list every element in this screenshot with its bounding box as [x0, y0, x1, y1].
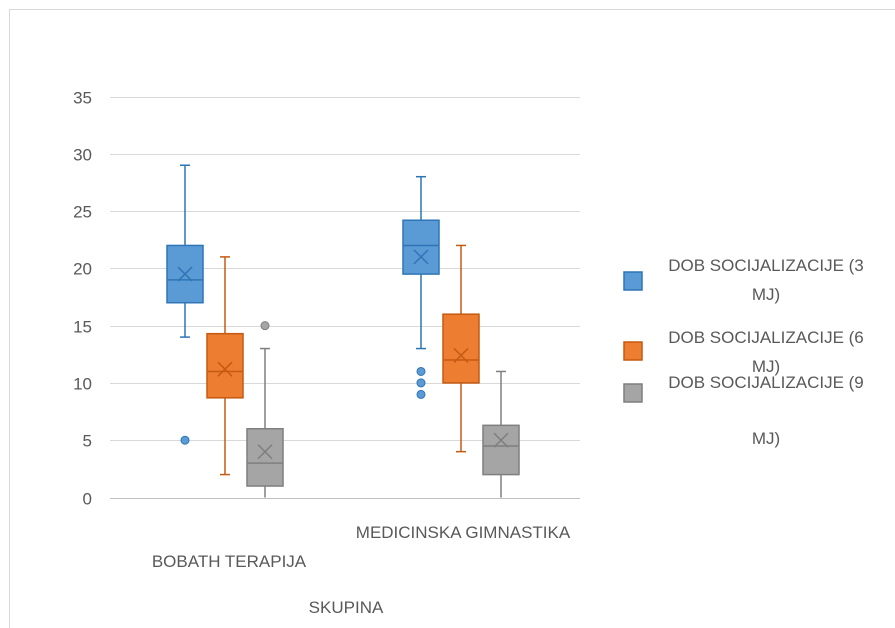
y-axis-ticks: 0 5 10 15 20 25 30 35	[73, 89, 92, 509]
y-tick-label: 10	[73, 375, 92, 394]
x-axis-title: SKUPINA	[309, 598, 384, 617]
outlier-point	[180, 435, 190, 445]
box-series-0-category-0	[166, 164, 204, 445]
box-series-1-category-1	[442, 244, 480, 453]
box-iqr	[206, 332, 244, 399]
box-series-2-category-1	[482, 370, 520, 498]
box-series-0-category-1	[402, 175, 440, 399]
legend-label-6mj-line1: DOB SOCIJALIZACIJE (6	[668, 328, 864, 347]
mean-marker	[217, 361, 233, 377]
outlier-point	[260, 321, 270, 331]
mean-marker	[413, 249, 429, 265]
y-tick-label: 35	[73, 89, 92, 108]
legend-label-9mj-line2: MJ)	[752, 429, 780, 448]
box-series-1-category-0	[206, 256, 244, 476]
legend-label-6mj-line2: MJ)	[752, 357, 780, 376]
legend-label-9mj-line1: DOB SOCIJALIZACIJE (9	[668, 373, 864, 392]
box-iqr	[482, 424, 520, 476]
box-series-2-category-0	[246, 321, 284, 498]
mean-marker	[493, 432, 509, 448]
outlier-point	[416, 389, 426, 399]
legend-swatch-3mj	[623, 271, 643, 291]
x-axis-category-labels: BOBATH TERAPIJA MEDICINSKA GIMNASTIKA	[152, 523, 571, 571]
outlier-point	[416, 378, 426, 388]
y-tick-label: 20	[73, 260, 92, 279]
legend-item-3mj: DOB SOCIJALIZACIJE (3 MJ)	[623, 256, 864, 304]
legend-label-3mj-line2: MJ)	[752, 285, 780, 304]
legend-item-6mj: DOB SOCIJALIZACIJE (6 MJ)	[623, 328, 864, 376]
box-plot-series	[166, 164, 520, 498]
legend-swatch-9mj	[623, 383, 643, 403]
legend-label-3mj-line1: DOB SOCIJALIZACIJE (3	[668, 256, 864, 275]
box-iqr	[442, 313, 480, 384]
legend-item-9mj: DOB SOCIJALIZACIJE (9 MJ)	[623, 373, 864, 448]
mean-marker	[257, 444, 273, 460]
y-tick-label: 15	[73, 318, 92, 337]
outlier-point	[416, 366, 426, 376]
category-label-medicinska: MEDICINSKA GIMNASTIKA	[356, 523, 571, 542]
legend-swatch-6mj	[623, 341, 643, 361]
box-iqr	[402, 219, 440, 275]
y-tick-label: 5	[83, 432, 92, 451]
category-label-bobath: BOBATH TERAPIJA	[152, 552, 307, 571]
y-tick-label: 25	[73, 203, 92, 222]
y-tick-label: 0	[83, 490, 92, 509]
mean-marker	[453, 347, 469, 363]
box-iqr	[246, 428, 284, 487]
legend: DOB SOCIJALIZACIJE (3 MJ) DOB SOCIJALIZA…	[623, 256, 864, 448]
y-tick-label: 30	[73, 146, 92, 165]
mean-marker	[177, 266, 193, 282]
